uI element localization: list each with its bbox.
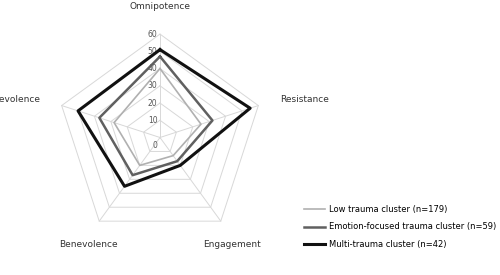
Text: 40: 40: [148, 64, 158, 73]
Text: 60: 60: [148, 30, 158, 38]
Text: Engagement: Engagement: [203, 240, 260, 249]
Text: Resistance: Resistance: [280, 95, 329, 104]
Text: 30: 30: [148, 81, 158, 90]
Text: 10: 10: [148, 116, 158, 125]
Text: 50: 50: [148, 47, 158, 56]
Text: Malevolence: Malevolence: [0, 95, 40, 104]
Text: 0: 0: [152, 141, 157, 150]
Text: Omnipotence: Omnipotence: [130, 2, 190, 11]
Text: Benevolence: Benevolence: [59, 240, 118, 249]
Text: 20: 20: [148, 98, 158, 108]
Legend: Low trauma cluster (n=179), Emotion-focused trauma cluster (n=59), Multi-trauma : Low trauma cluster (n=179), Emotion-focu…: [304, 205, 496, 249]
